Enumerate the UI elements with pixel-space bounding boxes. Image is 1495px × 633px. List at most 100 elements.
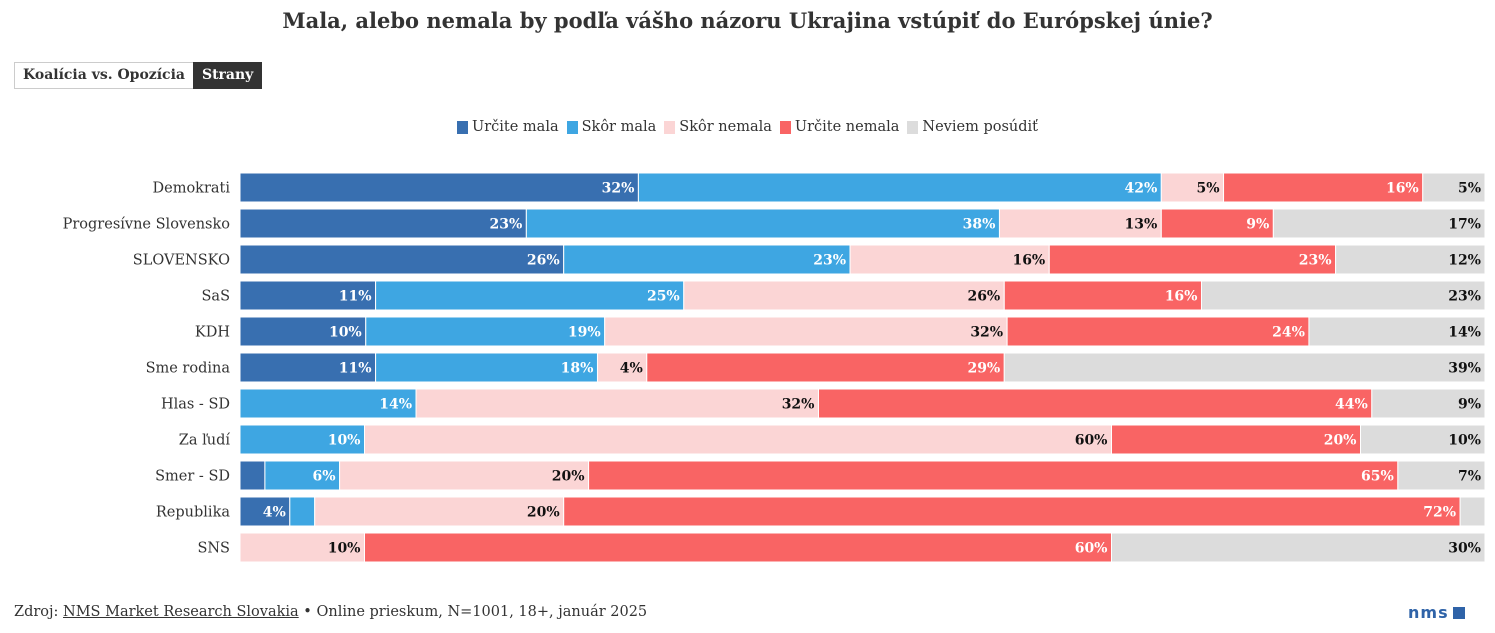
data-label: 10%: [329, 325, 362, 341]
bar-segment[interactable]: [239, 244, 565, 275]
chart-title: Mala, alebo nemala by podľa vášho názoru…: [282, 8, 1213, 33]
source-link[interactable]: NMS Market Research Slovakia: [63, 604, 299, 620]
data-label: 20%: [1324, 433, 1357, 449]
bar-segment[interactable]: [415, 388, 819, 419]
data-label: 4%: [620, 361, 643, 377]
data-label: 16%: [1386, 181, 1419, 197]
category-label: Sme rodina: [146, 361, 231, 377]
legend-swatch: [457, 120, 468, 134]
bar-segment[interactable]: [1200, 280, 1486, 311]
bar-segment[interactable]: [1111, 424, 1361, 455]
legend: Určite mala Skôr mala Skôr nemala Určite ne…: [0, 119, 1495, 135]
bar-segment[interactable]: [1335, 244, 1486, 275]
data-label: 10%: [328, 541, 361, 557]
data-label: 4%: [263, 505, 286, 521]
bar-segment[interactable]: [683, 280, 1005, 311]
legend-label: Skôr mala: [581, 119, 657, 135]
data-label: 17%: [1448, 217, 1481, 233]
legend-swatch: [779, 120, 791, 134]
data-label: 18%: [561, 361, 594, 377]
bar-segment[interactable]: [588, 460, 1399, 491]
data-label: 38%: [963, 217, 996, 233]
legend-item[interactable]: Skôr mala: [566, 119, 657, 135]
bar-segment[interactable]: [375, 280, 685, 311]
bar-segment[interactable]: [1006, 316, 1310, 347]
category-label: SLOVENSKO: [133, 253, 230, 269]
data-label: 44%: [1335, 397, 1368, 413]
data-label: 23%: [813, 253, 846, 269]
legend-label: Neviem posúdiť: [922, 119, 1038, 135]
bar-segment[interactable]: [1308, 316, 1486, 347]
toggle-koalicia-opozicia-button[interactable]: Koalícia vs. Opozícia: [14, 62, 193, 89]
bar-segment[interactable]: [596, 352, 648, 383]
bar-segment[interactable]: [239, 208, 527, 239]
bar-segment[interactable]: [1371, 388, 1486, 419]
legend-item[interactable]: Neviem posúdiť: [907, 119, 1038, 135]
bar-segment[interactable]: [239, 460, 266, 491]
legend-item[interactable]: Určite mala: [457, 119, 559, 135]
bar-segment[interactable]: [604, 316, 1008, 347]
bar-segment[interactable]: [525, 208, 1000, 239]
data-label: 13%: [1125, 217, 1158, 233]
nms-logo: nms: [1408, 603, 1465, 622]
category-label: Hlas - SD: [161, 397, 230, 413]
bar-segment[interactable]: [239, 388, 417, 419]
bar-segment[interactable]: [1422, 172, 1486, 203]
bar-segment[interactable]: [646, 352, 1005, 383]
data-label: 25%: [647, 289, 680, 305]
data-label: 60%: [1075, 541, 1108, 557]
data-label: 16%: [1012, 253, 1045, 269]
bar-segment[interactable]: [1459, 496, 1486, 527]
data-label: 26%: [527, 253, 560, 269]
data-label: 24%: [1272, 325, 1305, 341]
data-label: 20%: [527, 505, 560, 521]
bar-segment[interactable]: [314, 496, 565, 527]
bar-segment[interactable]: [563, 244, 851, 275]
bar-segment[interactable]: [1160, 208, 1274, 239]
bar-segment[interactable]: [998, 208, 1162, 239]
bar-segment[interactable]: [289, 496, 316, 527]
bar-segment[interactable]: [637, 172, 1162, 203]
bar-segment[interactable]: [239, 172, 639, 203]
data-label: 11%: [339, 289, 372, 305]
bar-segment[interactable]: [239, 424, 365, 455]
data-label: 32%: [970, 325, 1003, 341]
bar-segment[interactable]: [364, 424, 1112, 455]
data-label: 7%: [1458, 469, 1481, 485]
legend-item[interactable]: Skôr nemala: [664, 119, 772, 135]
data-label: 9%: [1246, 217, 1269, 233]
data-label: 20%: [552, 469, 585, 485]
data-label: 5%: [1197, 181, 1220, 197]
bar-segment[interactable]: [1003, 352, 1486, 383]
logo-text: nms: [1408, 603, 1449, 622]
bar-segment[interactable]: [239, 496, 291, 527]
legend-swatch: [664, 120, 676, 134]
bar-segment[interactable]: [1048, 244, 1337, 275]
data-label: 42%: [1125, 181, 1158, 197]
legend-label: Určite mala: [472, 119, 559, 135]
bar-segment[interactable]: [365, 316, 606, 347]
data-label: 60%: [1075, 433, 1108, 449]
bar-segment[interactable]: [239, 316, 367, 347]
legend-item[interactable]: Určite nemala: [779, 119, 899, 135]
bar-segment[interactable]: [849, 244, 1050, 275]
bar-segment[interactable]: [817, 388, 1373, 419]
bar-segment[interactable]: [1397, 460, 1486, 491]
footer-prefix: Zdroj:: [14, 604, 64, 620]
data-label: 72%: [1423, 505, 1456, 521]
bar-segment[interactable]: [1003, 280, 1202, 311]
bar-segment[interactable]: [1272, 208, 1486, 239]
category-label: Republika: [156, 505, 230, 521]
legend-swatch: [566, 120, 578, 134]
data-label: 39%: [1448, 361, 1481, 377]
data-label: 23%: [1448, 289, 1481, 305]
data-label: 23%: [1299, 253, 1332, 269]
bar-segment[interactable]: [563, 496, 1461, 527]
toggle-strany-button[interactable]: Strany: [192, 62, 263, 89]
bar-segment[interactable]: [1111, 532, 1486, 563]
bar-segment[interactable]: [364, 532, 1112, 563]
bar-segment[interactable]: [1160, 172, 1225, 203]
bar-segment[interactable]: [239, 352, 377, 383]
bar-segment[interactable]: [239, 280, 377, 311]
bar-segment[interactable]: [1360, 424, 1486, 455]
